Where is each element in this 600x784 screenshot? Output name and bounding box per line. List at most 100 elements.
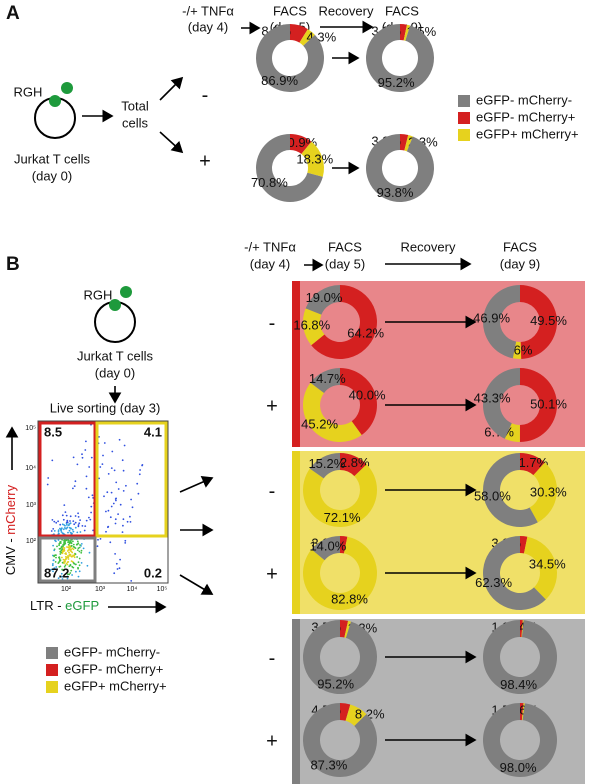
event-dot — [122, 490, 125, 492]
group-stripe — [292, 281, 300, 447]
y-axis-label-part: mCherry — [3, 484, 18, 534]
event-dot — [53, 567, 56, 569]
virus-icon — [109, 299, 121, 311]
value-label: 98.4% — [500, 677, 537, 692]
event-dot — [77, 561, 80, 564]
value-label: 82.8% — [331, 591, 368, 606]
event-dot — [67, 556, 70, 559]
donut-slice — [519, 368, 557, 442]
event-dot — [59, 523, 62, 526]
event-dot — [107, 509, 110, 512]
event-dot — [52, 559, 55, 562]
event-dot — [76, 531, 79, 534]
event-dot — [58, 556, 60, 559]
donut-slice — [340, 453, 367, 477]
event-dot — [68, 565, 71, 568]
header: FACS — [328, 239, 362, 254]
event-dot — [73, 485, 76, 487]
event-dot — [114, 553, 116, 555]
event-dot — [67, 546, 70, 549]
x-axis-label: LTR - eGFP — [30, 598, 99, 613]
virus-icon — [49, 95, 61, 107]
minus-sign: - — [269, 480, 276, 502]
event-dot — [60, 551, 62, 554]
event-dot — [71, 528, 74, 531]
event-dot — [70, 548, 72, 551]
event-dot — [81, 456, 84, 459]
minus-sign: - — [269, 312, 276, 334]
event-dot — [130, 580, 133, 582]
legend: eGFP- mCherry-eGFP- mCherry+ eGFP+ mCherr… — [46, 644, 167, 693]
event-dot — [71, 555, 73, 558]
event-dot — [122, 524, 124, 527]
event-dot — [136, 482, 139, 485]
value-label: 70.8% — [251, 175, 288, 190]
event-dot — [53, 530, 56, 532]
event-dot — [67, 558, 70, 560]
y-axis-label-part: CMV - — [3, 535, 18, 575]
virus-icon — [61, 82, 73, 94]
value-label: 95.2% — [317, 677, 354, 692]
event-dot — [78, 557, 81, 560]
event-dot — [73, 562, 76, 565]
gate-value: 8.5 — [44, 424, 62, 439]
event-dot — [91, 494, 94, 497]
value-label: 14.7% — [309, 371, 346, 386]
event-dot — [65, 562, 68, 565]
x-tick-label: 10² — [61, 586, 72, 593]
gate — [95, 421, 168, 538]
event-dot — [109, 541, 112, 544]
event-dot — [88, 466, 91, 468]
event-dot — [115, 497, 117, 500]
event-dot — [50, 568, 52, 571]
legend-label: eGFP- mCherry- — [476, 92, 572, 107]
facs-plot — [37, 420, 169, 584]
event-dot — [96, 545, 99, 548]
cell-label: (day 0) — [95, 365, 135, 380]
donut-slice — [303, 464, 377, 527]
event-dot — [99, 466, 102, 468]
event-dot — [51, 459, 54, 462]
event-dot — [78, 522, 81, 525]
donut-slice — [512, 341, 522, 360]
arrow — [159, 131, 184, 154]
event-dot — [51, 564, 54, 567]
event-dot — [117, 488, 120, 490]
donut-slice — [521, 703, 525, 721]
donut-slice — [340, 368, 377, 435]
event-dot — [53, 549, 56, 552]
event-dot — [80, 543, 83, 545]
event-dot — [111, 450, 114, 453]
construct-label: RGH — [14, 84, 43, 99]
x-tick-label: 10³ — [95, 586, 106, 593]
event-dot — [64, 560, 66, 563]
event-dot — [60, 531, 63, 533]
event-dot — [59, 528, 62, 531]
donut-slice — [290, 24, 308, 43]
donut-slice — [482, 703, 557, 777]
event-dot — [77, 547, 80, 550]
event-dot — [119, 503, 122, 506]
event-dot — [78, 550, 81, 553]
value-label: 64.2% — [347, 326, 384, 341]
event-dot — [66, 526, 69, 529]
event-dot — [61, 514, 64, 517]
event-dot — [77, 525, 80, 528]
event-dot — [55, 566, 58, 568]
event-dot — [98, 436, 100, 438]
event-dot — [138, 473, 141, 476]
value-label: 15.2% — [308, 456, 345, 471]
value-label: 87.3% — [310, 758, 347, 773]
event-dot — [52, 544, 54, 547]
value-label: 95.2% — [378, 75, 415, 90]
event-dot — [82, 547, 85, 550]
event-dot — [72, 520, 75, 522]
donut-slice — [305, 285, 340, 315]
header: FACS — [385, 3, 419, 18]
event-dot — [66, 521, 69, 524]
event-dot — [58, 542, 61, 545]
event-dot — [61, 568, 64, 571]
event-dot — [73, 556, 76, 559]
event-dot — [76, 556, 78, 558]
x-axis-label-part: eGFP — [65, 598, 99, 613]
